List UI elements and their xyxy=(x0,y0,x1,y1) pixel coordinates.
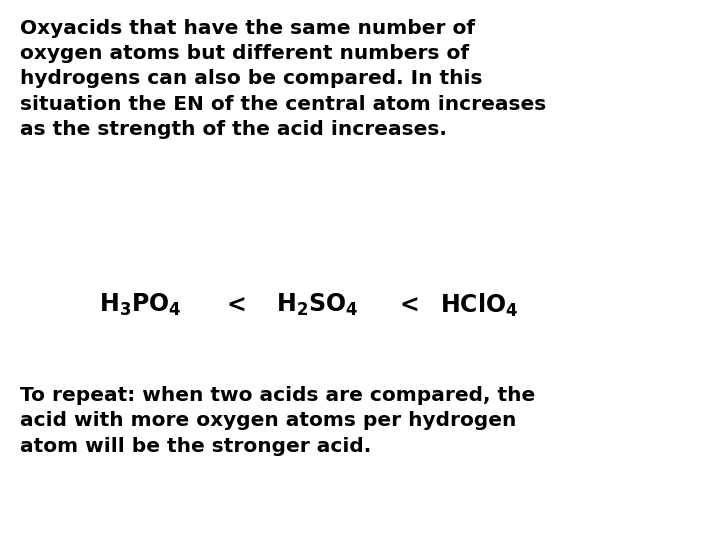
Text: $\mathbf{H_2SO_4}$: $\mathbf{H_2SO_4}$ xyxy=(276,292,358,318)
Text: $\mathbf{<}$: $\mathbf{<}$ xyxy=(395,293,419,317)
Text: $\mathbf{HClO_4}$: $\mathbf{HClO_4}$ xyxy=(440,292,518,319)
Text: To repeat: when two acids are compared, the
acid with more oxygen atoms per hydr: To repeat: when two acids are compared, … xyxy=(20,386,536,456)
Text: $\mathbf{<}$: $\mathbf{<}$ xyxy=(222,293,246,317)
Text: Oxyacids that have the same number of
oxygen atoms but different numbers of
hydr: Oxyacids that have the same number of ox… xyxy=(20,19,546,139)
Text: $\mathbf{H_3PO_4}$: $\mathbf{H_3PO_4}$ xyxy=(99,292,181,318)
